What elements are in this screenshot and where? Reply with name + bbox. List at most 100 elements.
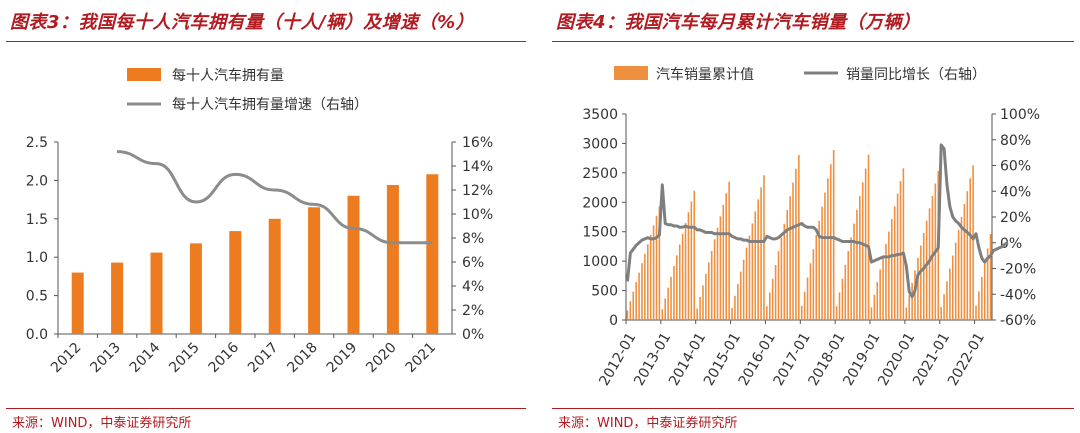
bar bbox=[806, 277, 809, 320]
bar bbox=[940, 307, 942, 320]
bar bbox=[847, 251, 850, 320]
bar bbox=[798, 155, 800, 320]
legend-line-label: 销量同比增长（右轴） bbox=[846, 67, 986, 83]
bar bbox=[789, 196, 791, 320]
bar bbox=[766, 306, 768, 320]
bar bbox=[978, 291, 980, 320]
x-tick-label: 2020 bbox=[363, 340, 400, 377]
bar bbox=[386, 185, 399, 334]
bar bbox=[902, 168, 905, 320]
bar bbox=[908, 295, 911, 320]
bar bbox=[827, 178, 829, 320]
bar bbox=[809, 263, 812, 320]
bar bbox=[983, 262, 986, 320]
bar bbox=[722, 204, 725, 320]
bar bbox=[989, 234, 992, 320]
chart-right-svg: 0 500 1000 1500 2000 2500 3000 3500 -60% -40% -20%… bbox=[582, 66, 1040, 389]
bar bbox=[699, 296, 701, 320]
bar bbox=[975, 305, 977, 320]
bar bbox=[768, 292, 771, 320]
bar bbox=[757, 199, 759, 320]
bar bbox=[229, 231, 242, 334]
bar bbox=[792, 182, 794, 320]
bar bbox=[707, 262, 710, 320]
bar bbox=[638, 272, 640, 320]
bar bbox=[812, 249, 815, 320]
bar bbox=[111, 262, 124, 334]
bar bbox=[719, 216, 722, 320]
bar bbox=[946, 281, 948, 320]
bar bbox=[914, 270, 916, 320]
bar bbox=[829, 164, 832, 320]
y2-tick-label: 8% bbox=[462, 231, 484, 247]
x-tick-label: 2013 bbox=[87, 340, 124, 377]
y2-tick-label: 6% bbox=[462, 255, 484, 271]
y2-tick-label: 14% bbox=[462, 159, 493, 175]
bar bbox=[731, 307, 733, 320]
y-tick-label: 2.5 bbox=[26, 135, 48, 151]
bar bbox=[972, 165, 974, 320]
bar bbox=[687, 212, 690, 320]
y2-tick-label: 12% bbox=[462, 183, 493, 199]
bar bbox=[751, 223, 754, 320]
bar bbox=[838, 292, 841, 320]
bar bbox=[896, 193, 899, 320]
legend-bar-label: 每十人汽车拥有量 bbox=[172, 67, 284, 84]
bar bbox=[957, 229, 960, 320]
bar bbox=[850, 237, 852, 320]
y-tick-label: 500 bbox=[591, 284, 618, 300]
bar bbox=[661, 309, 664, 320]
bar bbox=[189, 243, 202, 334]
source-note: 来源：WIND，中泰证券研究所 bbox=[558, 416, 738, 431]
bar bbox=[917, 257, 919, 320]
x-tick-label: 2021 bbox=[403, 340, 440, 377]
bar bbox=[795, 168, 797, 320]
source-divider bbox=[6, 408, 526, 409]
bar bbox=[888, 231, 890, 320]
bar bbox=[678, 244, 681, 320]
bar bbox=[760, 187, 762, 320]
y-tick-label: 1.5 bbox=[26, 212, 48, 228]
bar bbox=[943, 294, 945, 320]
bar bbox=[963, 204, 966, 320]
bar bbox=[870, 307, 873, 320]
y2-tick-label: 0% bbox=[1000, 236, 1022, 252]
bar bbox=[920, 245, 922, 320]
bar bbox=[954, 242, 957, 320]
y2-tick-label: -60% bbox=[1000, 313, 1036, 329]
bar bbox=[821, 206, 823, 320]
bar bbox=[347, 195, 360, 334]
bar bbox=[780, 237, 783, 320]
bar bbox=[969, 178, 972, 320]
bar bbox=[951, 255, 954, 320]
bar bbox=[763, 175, 765, 320]
bar bbox=[705, 273, 707, 320]
bar bbox=[783, 223, 786, 320]
bar bbox=[859, 196, 861, 320]
bar bbox=[742, 259, 745, 320]
bar bbox=[876, 282, 879, 320]
bar bbox=[966, 191, 969, 320]
bar bbox=[893, 206, 896, 320]
legend-bar-swatch bbox=[127, 68, 161, 81]
bar bbox=[676, 255, 678, 320]
x-tick-label: 2012 bbox=[48, 340, 85, 377]
bar bbox=[815, 235, 818, 320]
source-divider bbox=[552, 408, 1074, 409]
bar bbox=[879, 269, 881, 320]
legend-bar-swatch bbox=[614, 66, 648, 80]
y-tick-label: 0.5 bbox=[26, 289, 48, 305]
bar bbox=[800, 305, 803, 320]
chart-title: 图表3：我国每十人汽车拥有量（十人/辆）及增速（%） bbox=[10, 12, 475, 33]
bar bbox=[684, 222, 687, 320]
bar bbox=[641, 263, 643, 320]
title-divider bbox=[6, 41, 526, 42]
bar bbox=[739, 271, 742, 320]
y2-tick-label: 16% bbox=[462, 135, 493, 151]
y-tick-label: 3500 bbox=[582, 107, 618, 123]
bar bbox=[771, 278, 774, 320]
x-tick-label: 2018 bbox=[284, 340, 321, 377]
bar bbox=[861, 182, 864, 320]
bar bbox=[856, 209, 858, 320]
y2-tick-label: 100% bbox=[1000, 107, 1040, 123]
